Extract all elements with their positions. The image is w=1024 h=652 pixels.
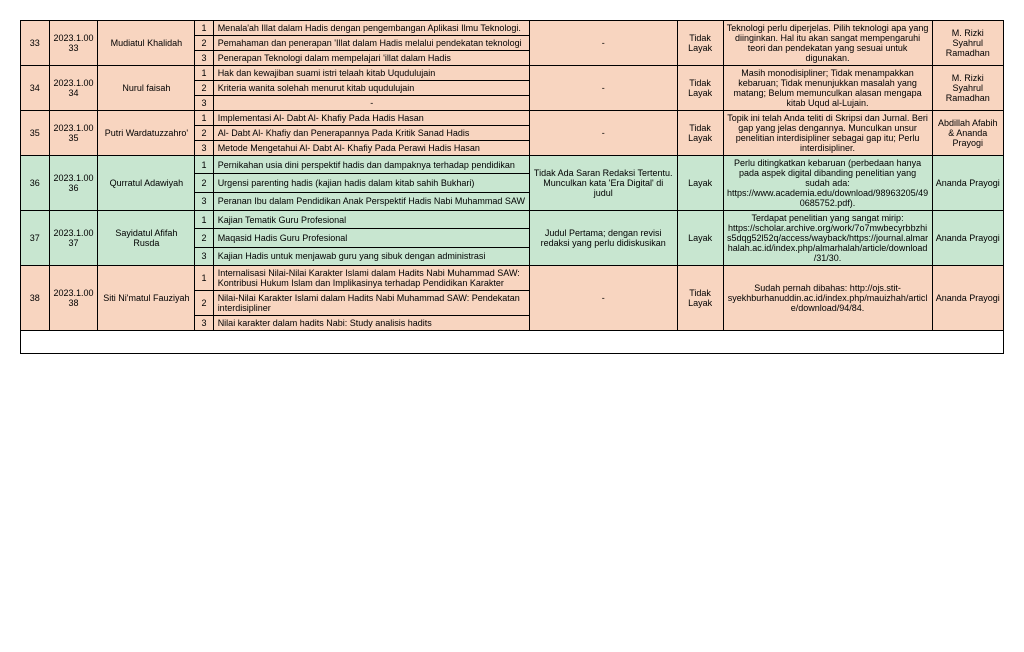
title-num: 2	[195, 81, 213, 96]
title-text: Urgensi parenting hadis (kajian hadis da…	[213, 174, 529, 192]
review-table: 332023.1.0033Mudiatul Khalidah1Menala'ah…	[20, 20, 1004, 331]
status: Layak	[677, 211, 723, 266]
row-id: 2023.1.0038	[49, 266, 98, 331]
row-id: 2023.1.0035	[49, 111, 98, 156]
note1: -	[529, 266, 677, 331]
note1: -	[529, 66, 677, 111]
status: Tidak Layak	[677, 266, 723, 331]
row-no: 33	[21, 21, 50, 66]
title-num: 1	[195, 211, 213, 229]
title-text: Maqasid Hadis Guru Profesional	[213, 229, 529, 247]
title-num: 2	[195, 36, 213, 51]
title-text: Kriteria wanita solehah menurut kitab uq…	[213, 81, 529, 96]
title-num: 1	[195, 156, 213, 174]
row-name: Qurratul Adawiyah	[98, 156, 195, 211]
title-text: Kajian Tematik Guru Profesional	[213, 211, 529, 229]
title-text: Metode Mengetahui Al- Dabt Al- Khafiy Pa…	[213, 141, 529, 156]
title-num: 3	[195, 141, 213, 156]
row-name: Nurul faisah	[98, 66, 195, 111]
row-no: 36	[21, 156, 50, 211]
title-num: 3	[195, 96, 213, 111]
title-text: Kajian Hadis untuk menjawab guru yang si…	[213, 247, 529, 265]
title-text: Nilai-Nilai Karakter Islami dalam Hadits…	[213, 291, 529, 316]
title-num: 3	[195, 192, 213, 210]
title-text: Pemahaman dan penerapan 'Illat dalam Had…	[213, 36, 529, 51]
note1: -	[529, 111, 677, 156]
note2: Topik ini telah Anda teliti di Skripsi d…	[723, 111, 932, 156]
row-no: 38	[21, 266, 50, 331]
note2: Sudah pernah dibahas: http://ojs.stit-sy…	[723, 266, 932, 331]
note1: -	[529, 21, 677, 66]
row-id: 2023.1.0037	[49, 211, 98, 266]
note2: Masih monodisipliner; Tidak menampakkan …	[723, 66, 932, 111]
note1: Judul Pertama; dengan revisi redaksi yan…	[529, 211, 677, 266]
title-text: Pernikahan usia dini perspektif hadis da…	[213, 156, 529, 174]
title-text: Penerapan Teknologi dalam mempelajari 'i…	[213, 51, 529, 66]
reviewer: Ananda Prayogi	[932, 211, 1003, 266]
title-num: 3	[195, 247, 213, 265]
note2: Terdapat penelitian yang sangat mirip: h…	[723, 211, 932, 266]
title-text: Hak dan kewajiban suami istri telaah kit…	[213, 66, 529, 81]
title-num: 2	[195, 174, 213, 192]
title-num: 2	[195, 291, 213, 316]
status: Tidak Layak	[677, 21, 723, 66]
row-no: 34	[21, 66, 50, 111]
row-id: 2023.1.0036	[49, 156, 98, 211]
row-no: 37	[21, 211, 50, 266]
title-text: Implementasi Al- Dabt Al- Khafiy Pada Ha…	[213, 111, 529, 126]
footer-blank	[20, 331, 1004, 354]
note2: Teknologi perlu diperjelas. Pilih teknol…	[723, 21, 932, 66]
reviewer: Ananda Prayogi	[932, 266, 1003, 331]
title-num: 1	[195, 66, 213, 81]
row-id: 2023.1.0033	[49, 21, 98, 66]
row-name: Mudiatul Khalidah	[98, 21, 195, 66]
title-text: Al- Dabt Al- Khafiy dan Penerapannya Pad…	[213, 126, 529, 141]
title-text: Menala'ah Illat dalam Hadis dengan penge…	[213, 21, 529, 36]
title-num: 2	[195, 229, 213, 247]
title-num: 1	[195, 21, 213, 36]
row-id: 2023.1.0034	[49, 66, 98, 111]
reviewer: M. Rizki Syahrul Ramadhan	[932, 66, 1003, 111]
title-text: Internalisasi Nilai-Nilai Karakter Islam…	[213, 266, 529, 291]
title-num: 3	[195, 51, 213, 66]
note2: Perlu ditingkatkan kebaruan (perbedaan h…	[723, 156, 932, 211]
row-no: 35	[21, 111, 50, 156]
reviewer: M. Rizki Syahrul Ramadhan	[932, 21, 1003, 66]
note1: Tidak Ada Saran Redaksi Tertentu. Muncul…	[529, 156, 677, 211]
title-num: 2	[195, 126, 213, 141]
status: Tidak Layak	[677, 111, 723, 156]
title-text: Nilai karakter dalam hadits Nabi: Study …	[213, 316, 529, 331]
title-text: Peranan Ibu dalam Pendidikan Anak Perspe…	[213, 192, 529, 210]
status: Layak	[677, 156, 723, 211]
row-name: Siti Ni'matul Fauziyah	[98, 266, 195, 331]
title-num: 3	[195, 316, 213, 331]
row-name: Sayidatul Afifah Rusda	[98, 211, 195, 266]
title-text: -	[213, 96, 529, 111]
reviewer: Abdillah Afabih & Ananda Prayogi	[932, 111, 1003, 156]
status: Tidak Layak	[677, 66, 723, 111]
title-num: 1	[195, 266, 213, 291]
reviewer: Ananda Prayogi	[932, 156, 1003, 211]
row-name: Putri Wardatuzzahro'	[98, 111, 195, 156]
title-num: 1	[195, 111, 213, 126]
